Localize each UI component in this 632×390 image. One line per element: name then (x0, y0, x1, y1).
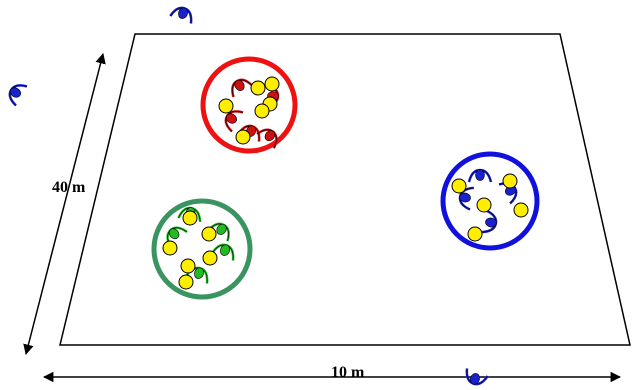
ball (235, 129, 251, 145)
ball (180, 258, 196, 274)
player-icon (207, 222, 230, 242)
player-icon (467, 168, 493, 183)
player-icon (8, 84, 28, 107)
ball (476, 197, 492, 213)
player-icon (256, 128, 278, 149)
outside-players (8, 6, 489, 386)
player-icon (211, 243, 235, 261)
ball (451, 178, 467, 194)
side-length-label: 40 m (52, 179, 86, 196)
red-group (200, 56, 298, 154)
player-icon (224, 110, 244, 133)
ball (250, 80, 266, 96)
ball (467, 226, 483, 242)
player-icon (231, 78, 254, 98)
red-group-ring (200, 56, 298, 154)
player-icon (465, 368, 489, 386)
red-players (224, 78, 280, 149)
blue-players (458, 168, 518, 234)
red-balls (218, 76, 280, 145)
player-icon (166, 226, 188, 247)
ball (202, 250, 218, 266)
ball (264, 76, 280, 92)
blue-group-ring (440, 151, 540, 251)
player-icon (458, 186, 474, 211)
green-balls (162, 210, 218, 290)
bottom-length-label: 10 m (331, 364, 365, 381)
ball (502, 173, 518, 189)
green-group (151, 198, 253, 300)
ball (218, 98, 234, 114)
field-outline (59, 33, 631, 346)
blue-balls (451, 173, 529, 242)
ball (513, 202, 529, 218)
player-icon (482, 209, 498, 234)
green-group-ring (151, 198, 253, 300)
side-dimension-arrow (23, 52, 106, 356)
ball (178, 274, 194, 290)
blue-group (440, 151, 540, 251)
ball (254, 103, 270, 119)
player-icon (169, 6, 193, 24)
ball (201, 226, 217, 242)
ball (162, 240, 178, 256)
ball (182, 210, 198, 226)
